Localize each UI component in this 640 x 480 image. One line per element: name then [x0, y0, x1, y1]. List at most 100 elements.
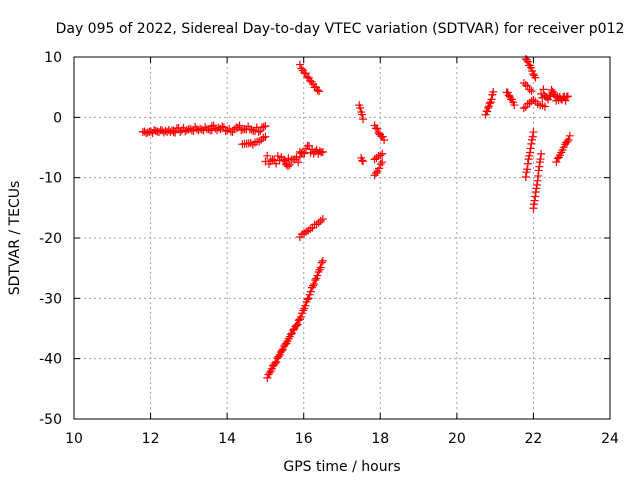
data-points	[138, 54, 574, 382]
data-point	[294, 158, 303, 167]
data-point	[304, 294, 313, 303]
data-point	[316, 216, 325, 225]
data-point	[257, 123, 266, 132]
data-point	[539, 85, 548, 94]
data-point	[306, 287, 315, 296]
data-point	[295, 60, 304, 69]
data-point	[272, 357, 281, 366]
chart-title: Day 095 of 2022, Sidereal Day-to-day VTE…	[56, 21, 625, 37]
y-tick-label: -30	[39, 291, 62, 307]
data-point	[318, 147, 327, 156]
data-point	[483, 107, 492, 116]
data-point	[316, 263, 325, 272]
x-tick-label: 18	[371, 431, 389, 447]
data-point	[300, 149, 309, 158]
data-point	[189, 126, 198, 135]
data-point	[309, 281, 318, 290]
y-axis-label: SDTVAR / TECUs	[7, 181, 23, 296]
data-point	[259, 122, 268, 131]
data-point	[565, 131, 574, 140]
data-point	[489, 87, 498, 96]
data-point	[318, 256, 327, 265]
data-point	[303, 295, 312, 304]
data-point	[521, 173, 530, 181]
data-point	[526, 144, 535, 153]
data-point	[307, 283, 316, 292]
data-point	[521, 103, 530, 112]
data-point	[358, 156, 367, 165]
data-point	[273, 152, 282, 161]
data-point	[376, 151, 385, 160]
data-point	[283, 162, 292, 171]
data-point	[285, 160, 294, 169]
data-point	[530, 71, 539, 80]
data-point	[373, 124, 382, 133]
data-point	[223, 126, 232, 135]
x-tick-label: 16	[295, 431, 313, 447]
data-point	[484, 104, 493, 113]
data-point	[523, 159, 532, 168]
data-point	[311, 276, 320, 285]
data-point	[254, 127, 263, 136]
y-tick-label: -20	[39, 231, 62, 247]
data-point	[527, 63, 536, 72]
data-point	[523, 165, 532, 174]
data-point	[358, 110, 367, 119]
data-point	[293, 320, 302, 329]
data-point	[313, 86, 322, 95]
data-point	[184, 125, 193, 134]
data-point	[561, 96, 570, 105]
data-point	[519, 104, 528, 113]
data-point	[296, 312, 305, 321]
data-point	[552, 157, 561, 166]
data-point	[537, 89, 546, 98]
data-point	[525, 151, 534, 160]
data-point	[370, 155, 379, 164]
axis-ticks: 10 12 14 16 18 20 22 24 10 0 -10 -20 -30 -40 -50	[39, 50, 619, 447]
data-point	[268, 155, 277, 164]
grid-lines	[74, 57, 610, 419]
data-point	[487, 95, 496, 104]
x-tick-label: 24	[601, 431, 619, 447]
data-point	[301, 301, 310, 310]
data-point	[510, 101, 519, 110]
x-tick-label: 14	[218, 431, 236, 447]
data-point	[563, 92, 572, 101]
data-point	[176, 128, 185, 137]
data-point	[375, 164, 384, 173]
data-point	[563, 137, 572, 146]
data-point	[201, 123, 210, 132]
data-point	[261, 122, 270, 131]
data-point	[531, 73, 540, 82]
x-tick-label: 22	[525, 431, 543, 447]
data-point	[359, 157, 368, 166]
y-tick-label: 0	[53, 110, 62, 126]
data-point	[485, 99, 494, 108]
data-point	[378, 149, 387, 158]
x-tick-label: 12	[142, 431, 160, 447]
data-point	[315, 87, 324, 96]
data-point	[286, 330, 295, 339]
data-point	[277, 346, 286, 355]
data-point	[376, 160, 385, 169]
data-point	[263, 151, 272, 160]
data-point	[356, 103, 365, 112]
data-point	[181, 127, 190, 136]
data-point	[318, 215, 327, 224]
data-point	[274, 352, 283, 361]
data-point	[537, 149, 546, 158]
data-point	[529, 95, 538, 104]
data-point	[372, 169, 381, 178]
data-point	[230, 125, 239, 134]
data-point	[529, 128, 538, 137]
y-tick-label: -50	[39, 412, 62, 428]
data-point	[247, 125, 256, 134]
data-point	[261, 132, 270, 141]
x-tick-label: 20	[448, 431, 466, 447]
data-point	[297, 64, 306, 73]
x-tick-label: 10	[65, 431, 83, 447]
data-point	[235, 121, 244, 130]
data-point	[280, 155, 289, 164]
data-point	[171, 128, 180, 137]
